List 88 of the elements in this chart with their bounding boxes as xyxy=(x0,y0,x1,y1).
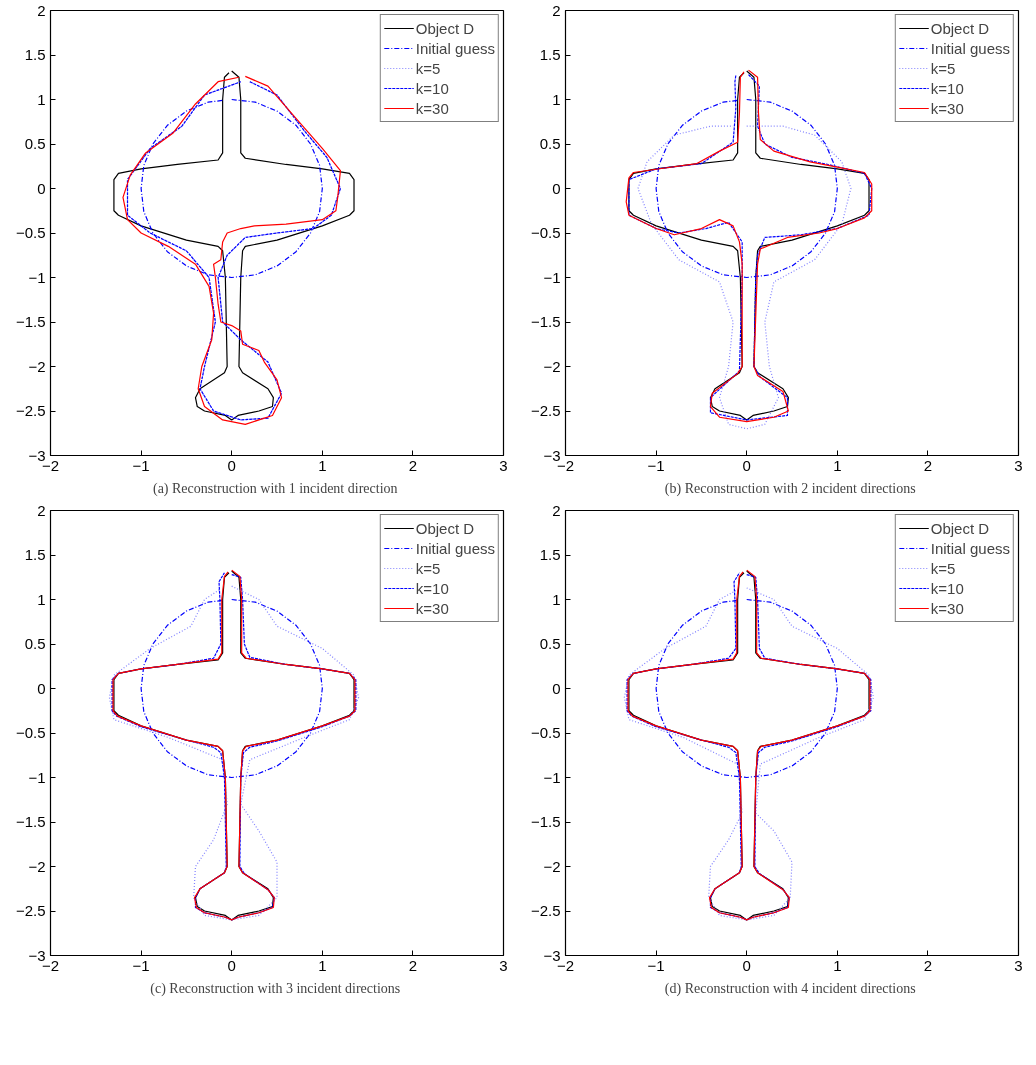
x-tick-label: 0 xyxy=(742,456,751,474)
y-tick-label: 2 xyxy=(552,501,561,519)
x-tick-label: 0 xyxy=(227,456,236,474)
y-tick-label: −2 xyxy=(28,357,46,375)
x-tick-label: 2 xyxy=(408,456,418,474)
y-tick-label: −3 xyxy=(543,446,561,464)
y-tick-label: 2 xyxy=(37,1,46,19)
y-tick-label: −0.5 xyxy=(15,224,46,241)
y-tick-label: −2 xyxy=(543,857,561,875)
legend-label: k=5 xyxy=(930,59,956,77)
y-tick-label: −2.5 xyxy=(15,402,46,419)
x-tick-label: 2 xyxy=(408,956,418,974)
x-tick-label: 1 xyxy=(833,456,842,474)
y-tick-label: −1 xyxy=(28,768,46,786)
y-tick-label: −2.5 xyxy=(15,902,46,919)
y-tick-label: −1 xyxy=(543,768,561,786)
legend-label: Initial guess xyxy=(930,39,1010,57)
y-tick-label: 1 xyxy=(552,590,561,608)
y-tick-label: −0.5 xyxy=(15,724,46,741)
legend-label: k=5 xyxy=(415,559,441,577)
x-tick-label: 1 xyxy=(318,956,327,974)
y-tick-label: 1 xyxy=(37,90,46,108)
legend-label: k=30 xyxy=(415,599,449,617)
x-tick-label: 0 xyxy=(742,956,751,974)
x-tick-label: 0 xyxy=(227,956,236,974)
x-tick-label: 1 xyxy=(318,456,327,474)
y-tick-label: −1.5 xyxy=(15,813,46,830)
legend-label: Initial guess xyxy=(415,39,495,57)
y-tick-label: −1 xyxy=(543,268,561,286)
y-tick-label: −0.5 xyxy=(530,724,561,741)
y-tick-label: 0 xyxy=(552,179,561,197)
legend-label: k=30 xyxy=(930,99,964,117)
y-tick-label: 1.5 xyxy=(539,46,561,63)
y-tick-label: −2 xyxy=(28,857,46,875)
text: (b) Reconstruction with 2 incident directions xyxy=(664,480,916,497)
legend-label: Initial guess xyxy=(930,539,1010,557)
legend-label: Object D xyxy=(930,519,990,537)
y-tick-label: −0.5 xyxy=(530,224,561,241)
legend-label: k=10 xyxy=(930,579,964,597)
legend-label: Initial guess xyxy=(415,539,495,557)
y-tick-label: 1 xyxy=(552,90,561,108)
y-tick-label: 1.5 xyxy=(24,46,46,63)
y-tick-label: −1.5 xyxy=(15,313,46,330)
x-tick-label: 1 xyxy=(833,956,842,974)
y-tick-label: 2 xyxy=(37,501,46,519)
y-tick-label: −2.5 xyxy=(530,402,561,419)
y-tick-label: −2 xyxy=(543,357,561,375)
x-tick-label: −1 xyxy=(132,956,150,974)
legend-label: k=10 xyxy=(415,579,449,597)
y-tick-label: 1.5 xyxy=(24,546,46,563)
y-tick-label: 0 xyxy=(37,679,46,697)
x-tick-label: −1 xyxy=(647,956,665,974)
x-tick-label: 3 xyxy=(499,456,508,474)
legend-label: Object D xyxy=(415,519,475,537)
x-tick-label: 3 xyxy=(1014,956,1023,974)
y-tick-label: 0.5 xyxy=(539,135,561,152)
y-tick-label: 1.5 xyxy=(539,546,561,563)
y-tick-label: 0.5 xyxy=(24,635,46,652)
x-tick-label: 2 xyxy=(923,456,933,474)
y-tick-label: 0 xyxy=(37,179,46,197)
x-tick-label: 3 xyxy=(499,956,508,974)
y-tick-label: 2 xyxy=(552,1,561,19)
y-tick-label: −1.5 xyxy=(530,813,561,830)
x-tick-label: −1 xyxy=(647,456,665,474)
legend-label: k=10 xyxy=(415,79,449,97)
legend-label: Object D xyxy=(930,19,990,37)
legend-label: k=30 xyxy=(930,599,964,617)
legend-label: k=5 xyxy=(930,559,956,577)
x-tick-label: 3 xyxy=(1014,456,1023,474)
legend-label: k=5 xyxy=(415,59,441,77)
y-tick-label: −1 xyxy=(28,268,46,286)
legend-label: k=30 xyxy=(415,99,449,117)
x-tick-label: 2 xyxy=(923,956,933,974)
y-tick-label: 0.5 xyxy=(539,635,561,652)
y-tick-label: 0 xyxy=(552,679,561,697)
legend-label: k=10 xyxy=(930,79,964,97)
text: (a) Reconstruction with 1 incident direction xyxy=(152,480,398,497)
y-tick-label: −3 xyxy=(543,946,561,964)
y-tick-label: −2.5 xyxy=(530,902,561,919)
x-tick-label: −1 xyxy=(132,456,150,474)
y-tick-label: −3 xyxy=(28,946,46,964)
y-tick-label: 0.5 xyxy=(24,135,46,152)
text: (c) Reconstruction with 3 incident directions xyxy=(150,980,401,997)
legend-label: Object D xyxy=(415,19,475,37)
y-tick-label: −3 xyxy=(28,446,46,464)
text: (d) Reconstruction with 4 incident directions xyxy=(664,980,916,997)
y-tick-label: 1 xyxy=(37,590,46,608)
y-tick-label: −1.5 xyxy=(530,313,561,330)
